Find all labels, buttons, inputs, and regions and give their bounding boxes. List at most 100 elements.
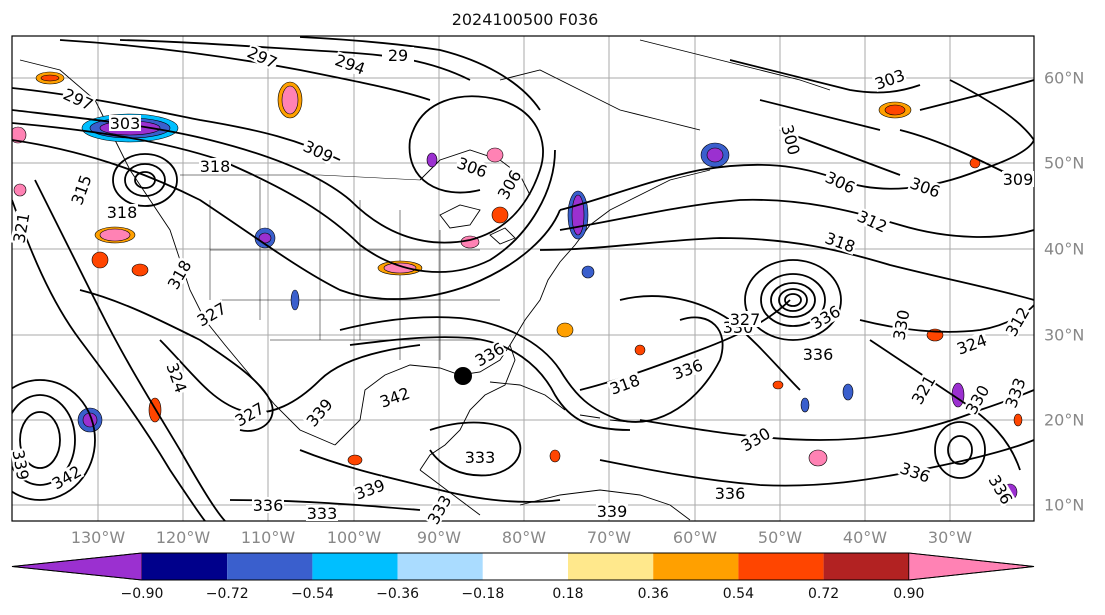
longitude-label: 30°W (927, 528, 973, 547)
contour-label-bg (106, 204, 138, 220)
contour-label: 318 (107, 203, 138, 222)
contour-label: 339 (597, 502, 628, 521)
contour-label-bg (10, 210, 32, 245)
contour-label-bg (1002, 171, 1034, 187)
latitude-label: 60°N (1044, 68, 1085, 88)
contour-label-bg (252, 497, 284, 513)
contour-label-bg (854, 207, 891, 236)
contour-label-bg (822, 168, 859, 197)
contour-label-bg (60, 85, 97, 114)
contour-label: 309 (1003, 170, 1034, 189)
colorbar-segment (568, 553, 654, 580)
longitude-label: 70°W (586, 528, 632, 547)
contour-label: 336 (253, 496, 284, 515)
colorbar-tick-label: −0.90 (120, 586, 164, 602)
latitude-label: 10°N (1044, 495, 1085, 515)
contour-label-bg (302, 394, 336, 430)
colorbar-tick-label: 0.72 (808, 586, 840, 602)
contour-label: 333 (465, 448, 496, 467)
contour-label-bg (193, 299, 230, 330)
colorbar-segment (482, 553, 568, 580)
longitude-label: 100°W (326, 528, 382, 547)
contour-label: 327 (730, 310, 761, 329)
latitude-label: 20°N (1044, 410, 1085, 430)
contour-label-bg (10, 447, 32, 482)
contour-label-bg (48, 462, 85, 493)
contour-label-bg (464, 449, 496, 465)
state-borders (180, 174, 500, 360)
colorbar-segment (738, 553, 824, 580)
contour-label-bg (306, 505, 338, 521)
longitude-label: 80°W (501, 528, 547, 547)
contour-label-bg (669, 356, 706, 383)
contour-label-bg (494, 166, 525, 203)
contour-label-bg (907, 174, 944, 201)
colorbar-tick-label: −0.36 (376, 586, 420, 602)
longitude-label: 40°W (842, 528, 888, 547)
contour-label-bg (424, 491, 455, 528)
contour-label: 336 (803, 345, 834, 364)
contour-label-bg (244, 43, 281, 72)
contour-label: 29 (388, 46, 408, 65)
contour-label-bg (802, 346, 834, 362)
contour-label-bg (606, 371, 643, 398)
contour-label-bg (164, 256, 195, 293)
contour-label-bg (1002, 374, 1029, 411)
colorbar-segment (11, 552, 143, 581)
contour-label-bg (729, 311, 761, 327)
colorbar-tick-label: −0.54 (290, 586, 334, 602)
colorbar-segment (227, 553, 313, 580)
contour-label-bg (953, 331, 990, 358)
contour-label-bg (471, 339, 508, 370)
contour-label-bg (596, 503, 628, 519)
contour-label-bg (351, 476, 388, 503)
colorbar-segment (653, 553, 739, 580)
contour-label-bg (897, 459, 934, 486)
contour-label-bg (231, 399, 268, 430)
longitude-label: 60°W (672, 528, 718, 547)
latitude-label: 40°N (1044, 239, 1085, 259)
longitude-label: 110°W (240, 528, 296, 547)
contour-label-bg (890, 307, 912, 342)
latitude-label: 30°N (1044, 325, 1085, 345)
map-title: 2024100500 F036 (451, 10, 599, 29)
contour-label-bg (163, 359, 190, 396)
colorbar-segment (312, 553, 398, 580)
contour-label: 318 (200, 157, 231, 176)
colorbar-tick-label: −0.18 (461, 586, 505, 602)
colorbar-segment (397, 553, 483, 580)
contour-label: 333 (307, 504, 338, 523)
hurricane-marker (454, 367, 472, 385)
contour-label-bg (908, 371, 939, 408)
low-centers (12, 153, 986, 501)
contour-label-bg (300, 137, 337, 166)
colorbar-segment (823, 553, 909, 580)
colorbar-tick-label: −0.72 (205, 586, 249, 602)
contour-label-bg (737, 424, 774, 455)
contour-label-bg (807, 302, 844, 333)
colorbar-outline (11, 552, 1035, 581)
map-frame (11, 35, 1035, 522)
longitude-label: 120°W (155, 528, 211, 547)
colorbar-tick-label: 0.90 (893, 586, 925, 602)
contour-label-bg (68, 171, 95, 208)
contour-label-bg (962, 381, 993, 418)
contour-label-bg (454, 154, 491, 181)
contour-label: 303 (110, 114, 141, 133)
colorbar-segment (142, 553, 228, 580)
colorbar-segment (908, 552, 1035, 581)
contour-label-bg (1002, 303, 1033, 340)
longitude-label: 50°W (757, 528, 803, 547)
colorbar-tick-label: 0.54 (722, 586, 754, 602)
contour-label-bg (109, 115, 141, 131)
contour-label-bg (376, 384, 413, 411)
contour-label-bg (199, 158, 231, 174)
contour-label-bg (382, 47, 414, 63)
colorbar-tick-label: 0.18 (552, 586, 584, 602)
longitude-label: 130°W (70, 528, 126, 547)
colorbar (11, 552, 1035, 581)
contour-label-bg (985, 471, 1016, 508)
contour-label-bg (871, 66, 908, 93)
contour-label-bg (332, 51, 369, 78)
